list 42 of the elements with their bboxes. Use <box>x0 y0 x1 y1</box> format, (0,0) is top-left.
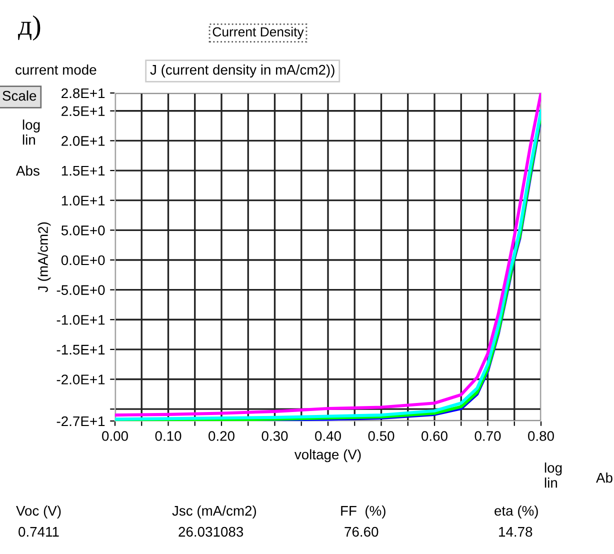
y-tick-label: -2.7E+1 <box>56 416 105 426</box>
x-tick-label: 0.50 <box>368 431 394 441</box>
text: Jsc (mA/cm2) <box>172 506 256 518</box>
text: Ab <box>596 472 612 483</box>
text: log <box>544 462 562 476</box>
y-tick-label: 0.0E+0 <box>61 255 105 266</box>
text: log <box>22 120 40 132</box>
y-tick-label: 5.0E+0 <box>61 226 105 236</box>
y-tick-label: -5.0E+0 <box>56 285 105 295</box>
text: 0.7411 <box>18 526 59 537</box>
y-tick-label: 2.0E+1 <box>62 136 105 146</box>
text: J (current density in mA/cm2)) <box>150 64 334 78</box>
y-tick-label: -1.5E+1 <box>56 344 105 355</box>
text: lin <box>22 134 35 145</box>
text: current mode <box>16 64 96 75</box>
y-tick-label: -1.0E+1 <box>56 314 105 325</box>
y-tick-label: 2.8E+1 <box>62 88 105 98</box>
text: 14.78 <box>499 526 532 537</box>
y-tick-label: 1.0E+1 <box>62 196 105 206</box>
chart-title: д) <box>18 15 40 41</box>
text: Voc (V) <box>16 506 61 518</box>
y-tick-label: 2.5E+1 <box>62 106 105 116</box>
chart-subtitle: Current Density <box>212 26 304 40</box>
x-tick-label: 0.00 <box>102 431 128 441</box>
x-tick-label: 0.70 <box>474 431 501 441</box>
x-tick-label: 0.30 <box>262 431 288 441</box>
x-tick-label: 0.80 <box>528 431 554 441</box>
y-tick-label: 1.5E+1 <box>62 166 105 176</box>
y-tick-label: -2.0E+1 <box>56 374 105 384</box>
text: eta (%) <box>494 506 538 518</box>
text: 76.60 <box>344 526 378 537</box>
y-axis-title: J (mA/cm2) <box>38 222 51 292</box>
text: 26.031083 <box>178 526 244 537</box>
x-tick-label: 0.40 <box>315 431 341 441</box>
text: FF (%) <box>341 506 386 518</box>
x-tick-label: 0.60 <box>422 431 448 441</box>
x-tick-label: 0.10 <box>155 431 182 441</box>
text: Abs <box>16 166 40 176</box>
text: lin <box>544 478 557 488</box>
text: Scale <box>2 90 36 101</box>
x-axis-title: voltage (V) <box>294 449 361 462</box>
x-tick-label: 0.20 <box>208 431 234 441</box>
